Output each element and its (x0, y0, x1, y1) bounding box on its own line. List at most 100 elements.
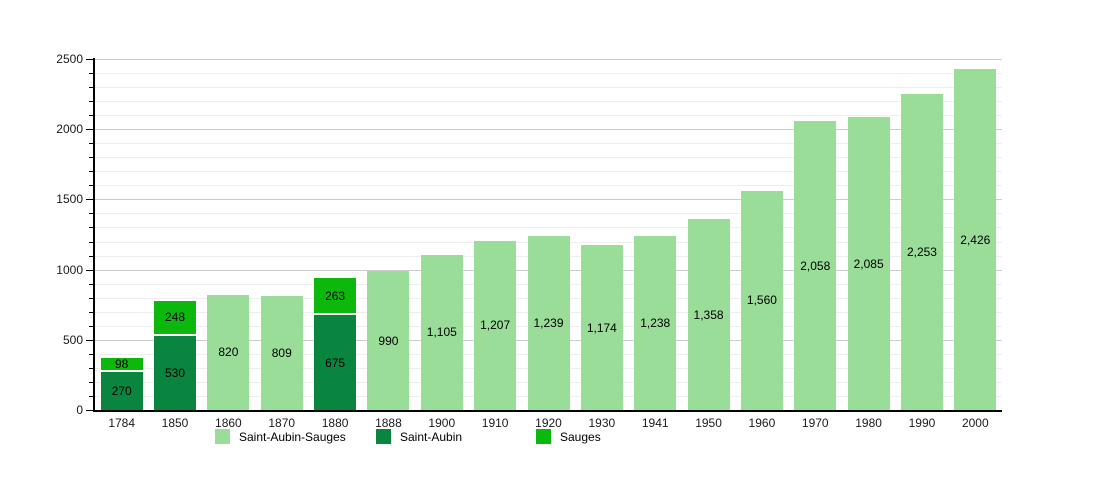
bar-value-label: 263 (325, 288, 346, 303)
x-tick-label: 1950 (695, 416, 722, 430)
y-axis-tick (89, 115, 93, 117)
bar-value-label: 2,058 (800, 258, 831, 273)
bar-segment-sauges: 263 (314, 278, 357, 314)
minor-gridline (95, 101, 1002, 103)
y-axis-tick (89, 101, 93, 103)
bar-value-label: 2,426 (960, 232, 991, 247)
major-gridline (95, 129, 1002, 131)
bar-segment-saint-aubin-sauges: 2,426 (954, 69, 997, 410)
y-axis-tick (89, 171, 93, 173)
y-axis-tick (89, 297, 93, 299)
major-gridline (95, 199, 1002, 201)
y-axis-tick (89, 381, 93, 383)
legend-item-saint-aubin-sauges: Saint-Aubin-Sauges (215, 429, 346, 444)
bar-segment-saint-aubin-sauges: 2,085 (847, 117, 890, 410)
x-tick-label: 1888 (375, 416, 402, 430)
x-tick-label: 1900 (428, 416, 456, 430)
legend-label-saint-aubin: Saint-Aubin (400, 429, 463, 444)
y-axis-tick (89, 73, 93, 75)
bar-value-label: 1,105 (426, 325, 457, 340)
y-axis-tick (89, 143, 93, 145)
bar-segment-saint-aubin-sauges: 990 (367, 271, 410, 410)
y-tick-label: 0 (76, 403, 83, 417)
y-axis-tick (86, 410, 93, 411)
y-axis-tick (89, 353, 93, 355)
minor-gridline (95, 213, 1002, 215)
x-tick-label: 1910 (481, 416, 509, 430)
bar-segment-saint-aubin-sauges: 1,358 (687, 219, 730, 410)
bar-value-label: 1,174 (586, 320, 617, 335)
bar-value-label: 1,238 (640, 316, 671, 331)
x-tick-label: 1870 (268, 416, 296, 430)
y-tick-label: 500 (62, 332, 83, 347)
bar-segment-saint-aubin-sauges: 809 (260, 296, 303, 410)
minor-gridline (95, 171, 1002, 173)
bar-value-label: 248 (165, 310, 186, 325)
legend-label-sauges: Sauges (560, 429, 601, 444)
y-axis-tick (86, 269, 93, 271)
legend-swatch-sauges (536, 429, 551, 444)
bar-value-label: 820 (218, 345, 239, 360)
y-axis-tick (89, 367, 93, 369)
bar-segment-saint-aubin-sauges: 1,560 (740, 190, 783, 410)
minor-gridline (95, 115, 1002, 117)
y-axis-tick (89, 87, 93, 89)
bar-value-label: 1,207 (480, 318, 511, 333)
bar-segment-saint-aubin-sauges: 2,253 (900, 93, 943, 410)
x-tick-label: 1970 (801, 416, 829, 430)
y-axis-tick (89, 227, 93, 229)
bar-value-label: 990 (378, 333, 399, 348)
minor-gridline (95, 87, 1002, 89)
legend-swatch-saint-aubin-sauges (215, 429, 230, 444)
y-axis-tick (89, 157, 93, 159)
x-axis-line (93, 410, 1002, 412)
bar-value-label: 530 (165, 365, 186, 380)
x-tick-label: 2000 (961, 416, 989, 430)
bar-value-label: 809 (271, 346, 292, 361)
y-axis-line (93, 58, 95, 410)
legend-swatch-saint-aubin (376, 429, 391, 444)
legend-item-saint-aubin: Saint-Aubin (376, 429, 462, 444)
y-tick-label: 1500 (56, 192, 83, 207)
bar-value-label: 1,560 (746, 293, 777, 308)
bar-value-label: 270 (111, 384, 132, 399)
x-tick-label: 1980 (855, 416, 882, 430)
plot-area: 0 500 1000 1500 2000 2500 270 98 1784 530 248 1850 8… (56, 52, 1002, 430)
x-tick-label: 1930 (588, 416, 616, 430)
x-tick-label: 1920 (535, 416, 562, 430)
legend-label-saint-aubin-sauges: Saint-Aubin-Sauges (239, 429, 346, 444)
legend-item-sauges: Sauges (536, 429, 601, 444)
major-gridline (95, 59, 1002, 60)
bar-value-label: 98 (114, 357, 129, 372)
x-tick-label: 1860 (215, 416, 242, 430)
bar-segment-saint-aubin-sauges: 1,207 (474, 240, 517, 410)
y-tick-label: 2500 (56, 52, 83, 66)
y-axis-tick (89, 255, 93, 257)
x-tick-label: 1990 (908, 416, 936, 430)
bar-value-label: 1,358 (693, 307, 724, 322)
bar-value-label: 2,253 (906, 244, 937, 259)
y-axis-tick (89, 311, 93, 313)
y-axis-tick (89, 213, 93, 215)
bar-segment-sauges: 248 (154, 300, 197, 334)
bar-segment-sauges: 98 (100, 357, 143, 372)
minor-gridline (95, 227, 1002, 229)
y-axis-tick (89, 325, 93, 327)
bar-value-label: 2,085 (853, 256, 884, 271)
x-tick-label: 1850 (161, 416, 189, 430)
bar-segment-saint-aubin: 675 (314, 315, 357, 410)
y-axis-tick (89, 185, 93, 187)
x-tick-label: 1880 (321, 416, 349, 430)
y-axis-tick (86, 339, 93, 341)
bar-segment-saint-aubin: 270 (100, 372, 143, 410)
bar-segment-saint-aubin: 530 (154, 335, 197, 410)
y-axis-tick (89, 283, 93, 285)
x-tick-label: 1941 (641, 416, 669, 430)
bar-value-label: 675 (325, 355, 346, 370)
minor-gridline (95, 143, 1002, 145)
bar-segment-saint-aubin-sauges: 1,174 (580, 245, 623, 410)
bar-segment-saint-aubin-sauges: 2,058 (794, 121, 837, 410)
y-axis-tick (89, 395, 93, 397)
x-tick-label: 1960 (748, 416, 776, 430)
